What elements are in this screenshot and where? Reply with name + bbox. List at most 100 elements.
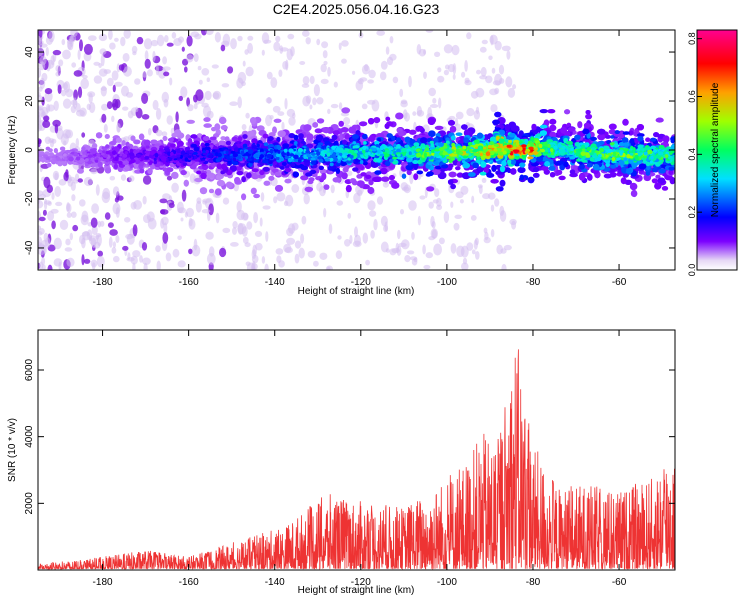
spectral-noise-blob [100, 220, 105, 227]
spectral-noise-blob [242, 236, 249, 244]
spectral-noise-blob [418, 48, 426, 57]
spectral-band-blob [486, 173, 495, 178]
spectral-noise-blob [220, 44, 226, 52]
spectral-band-blob [121, 140, 126, 146]
spectral-band-blob [139, 168, 145, 174]
spectral-noise-blob [81, 132, 86, 138]
spectral-noise-blob [109, 175, 116, 181]
spectral-noise-blob [141, 93, 149, 104]
spectral-noise-blob [462, 257, 468, 265]
spectral-band-blob [211, 127, 217, 132]
spectral-noise-blob [155, 129, 163, 137]
spectral-noise-blob [492, 80, 501, 86]
spectral-noise-blob [237, 96, 242, 109]
spectral-band-blob [272, 126, 277, 134]
spectral-noise-blob [399, 88, 404, 98]
spectral-band-blob [622, 118, 629, 126]
spectral-band-blob [341, 172, 348, 180]
spectral-noise-blob [83, 258, 91, 264]
spectral-band-blob [567, 127, 576, 132]
spectral-band-blob [549, 124, 557, 132]
spectral-noise-blob [120, 36, 126, 47]
spectral-noise-blob [229, 101, 238, 106]
spectral-noise-blob [100, 86, 108, 91]
spectral-noise-blob [291, 184, 300, 193]
spectral-band-blob [630, 189, 638, 198]
spectral-noise-blob [326, 266, 331, 270]
spectral-noise-blob [62, 129, 71, 139]
spectral-noise-blob [253, 212, 258, 224]
spectral-noise-blob [300, 233, 305, 244]
spectral-band-blob [323, 184, 330, 190]
spectral-noise-blob [269, 115, 274, 120]
spectral-noise-blob [65, 238, 71, 246]
spectral-band-blob [220, 125, 228, 131]
spectral-band-blob [455, 132, 463, 136]
spectral-noise-blob [71, 62, 77, 68]
spectral-noise-blob [232, 221, 238, 229]
spectral-noise-blob [108, 236, 113, 248]
spectral-noise-blob [62, 82, 68, 91]
spectral-band-blob [555, 169, 563, 176]
spectral-noise-blob [488, 55, 493, 61]
spectral-noise-blob [305, 95, 312, 104]
spectral-noise-blob [425, 30, 434, 33]
spectral-band-blob [455, 166, 461, 171]
spectral-noise-blob [352, 240, 362, 248]
spectral-noise-blob [382, 181, 389, 188]
spectral-noise-blob [273, 41, 281, 52]
spectral-band-blob [293, 134, 299, 141]
spectral-band-blob [221, 163, 227, 170]
spectral-noise-blob [44, 88, 53, 95]
spectral-band-blob [250, 117, 257, 125]
spectral-band-blob [629, 182, 638, 191]
spectral-noise-blob [392, 76, 399, 84]
spectral-band-blob [447, 179, 454, 185]
spectral-noise-blob [464, 60, 468, 72]
spectral-noise-blob [186, 97, 191, 107]
spectral-noise-blob [38, 231, 43, 236]
spectral-band-blob [636, 124, 645, 131]
spectral-noise-blob [279, 47, 289, 52]
spectral-noise-blob [96, 255, 105, 268]
spectral-noise-blob [294, 253, 300, 264]
spectral-noise-blob [71, 194, 76, 202]
spectral-band-blob [332, 130, 340, 135]
spectral-band-blob [398, 131, 404, 137]
spectral-noise-blob [336, 200, 344, 206]
spectral-noise-blob [42, 120, 51, 128]
spectral-band-blob [77, 168, 84, 174]
spectral-band-blob [183, 179, 189, 187]
spectral-noise-blob [47, 210, 55, 221]
spectral-noise-blob [44, 237, 51, 248]
spectral-band-blob [564, 109, 571, 115]
spectral-band-blob [177, 140, 184, 147]
spectral-band-blob [365, 174, 372, 179]
spectral-band-blob [316, 118, 325, 123]
spectral-band-blob [447, 119, 456, 126]
spectral-noise-blob [142, 257, 151, 265]
spectral-band-blob [309, 169, 317, 174]
spectral-band-blob [391, 182, 400, 189]
spectral-noise-blob [47, 264, 53, 270]
spectral-noise-blob [67, 39, 72, 50]
spectral-noise-blob [333, 81, 338, 88]
spectral-band-blob [622, 131, 630, 135]
spectral-noise-blob [38, 67, 42, 78]
spectral-noise-blob [91, 203, 99, 214]
spectral-noise-blob [51, 138, 57, 144]
spectral-noise-blob [107, 222, 114, 229]
spectral-noise-blob [432, 97, 437, 104]
spectral-noise-blob [307, 250, 316, 258]
spectral-noise-blob [188, 248, 193, 255]
spectral-noise-blob [384, 221, 388, 232]
spectral-band-blob [209, 136, 217, 141]
spectral-noise-blob [38, 196, 41, 204]
spectral-noise-blob [466, 32, 472, 40]
spectral-noise-blob [43, 200, 52, 205]
spectral-noise-blob [205, 231, 214, 240]
spectral-noise-blob [144, 58, 151, 69]
spectral-noise-blob [433, 243, 442, 256]
spectral-noise-blob [403, 184, 411, 194]
spectral-noise-blob [54, 186, 61, 197]
